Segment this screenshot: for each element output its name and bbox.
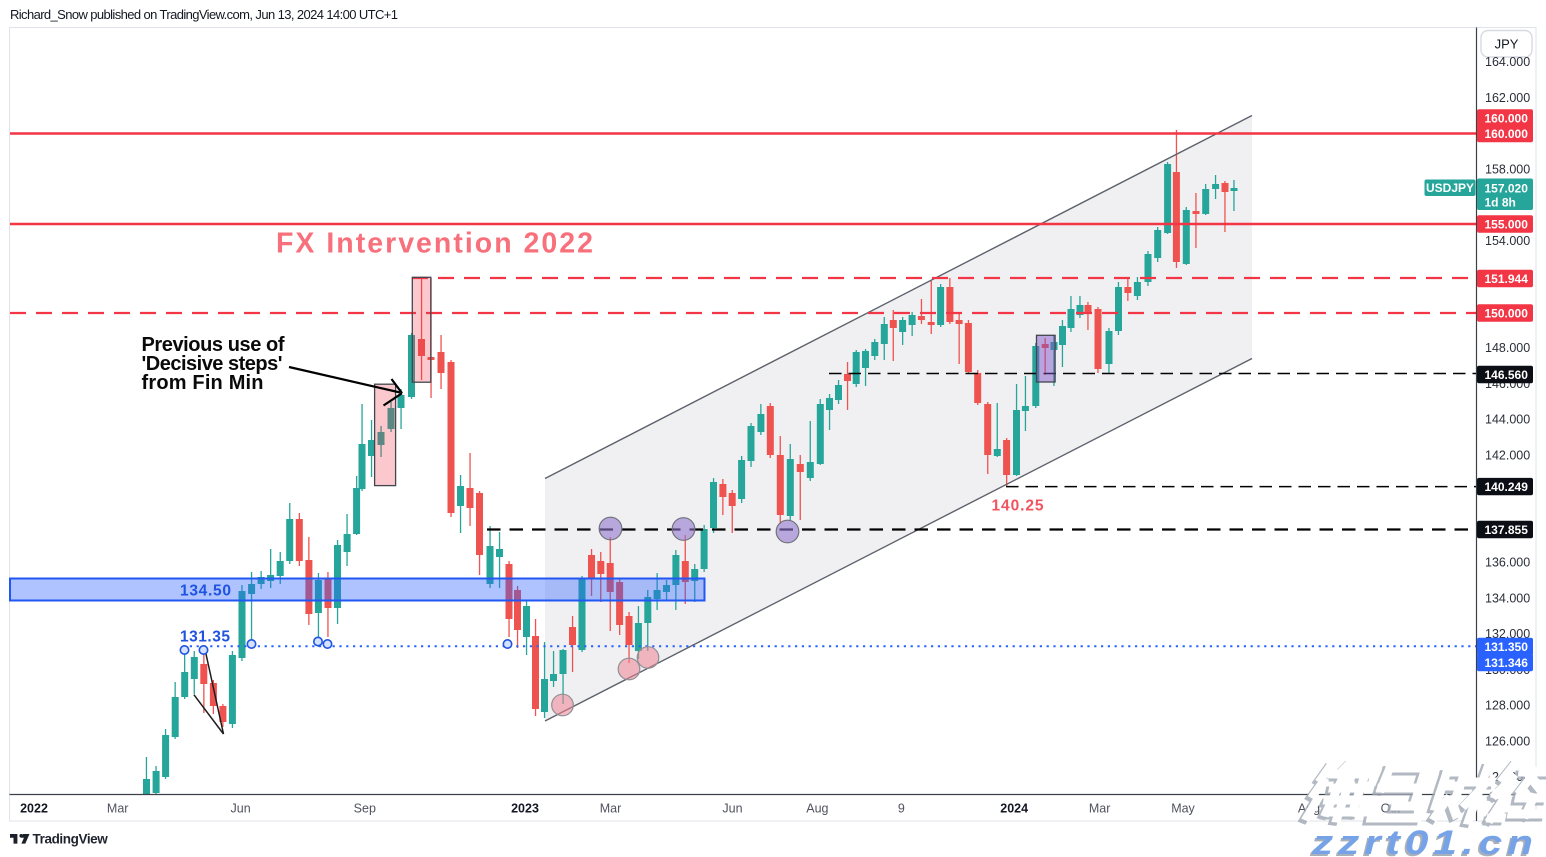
svg-text:2023: 2023 bbox=[511, 802, 539, 816]
svg-text:164.000: 164.000 bbox=[1485, 55, 1530, 69]
svg-text:Sep: Sep bbox=[354, 802, 376, 816]
svg-text:Jun: Jun bbox=[231, 802, 251, 816]
svg-text:2022: 2022 bbox=[20, 802, 48, 816]
svg-text:157.020: 157.020 bbox=[1485, 182, 1529, 196]
svg-text:Mar: Mar bbox=[107, 802, 129, 816]
svg-text:'Decisive steps': 'Decisive steps' bbox=[142, 353, 283, 375]
svg-text:USDJPY: USDJPY bbox=[1426, 181, 1474, 195]
svg-text:151.944: 151.944 bbox=[1485, 272, 1529, 286]
svg-text:from Fin Min: from Fin Min bbox=[142, 372, 264, 394]
svg-text:131.350: 131.350 bbox=[1485, 640, 1529, 654]
svg-text:JPY: JPY bbox=[1495, 37, 1519, 52]
svg-text:150.000: 150.000 bbox=[1485, 306, 1529, 320]
svg-text:May: May bbox=[1171, 802, 1195, 816]
svg-text:zzrt01.cn: zzrt01.cn bbox=[1309, 826, 1536, 857]
svg-text:9: 9 bbox=[898, 802, 905, 816]
svg-text:160.000: 160.000 bbox=[1485, 127, 1529, 141]
svg-text:144.000: 144.000 bbox=[1485, 413, 1530, 427]
svg-text:160.000: 160.000 bbox=[1485, 111, 1529, 125]
svg-text:131.346: 131.346 bbox=[1485, 656, 1529, 670]
svg-text:TradingView: TradingView bbox=[33, 832, 109, 847]
svg-text:zzrt01.cn: zzrt01.cn bbox=[1311, 824, 1538, 857]
svg-text:Aug: Aug bbox=[806, 802, 828, 816]
svg-text:128.000: 128.000 bbox=[1485, 699, 1530, 713]
svg-text:137.855: 137.855 bbox=[1485, 523, 1529, 537]
svg-text:Richard_Snow published on Trad: Richard_Snow published on TradingView.co… bbox=[10, 7, 398, 22]
svg-text:Mar: Mar bbox=[600, 802, 622, 816]
svg-text:134.000: 134.000 bbox=[1485, 591, 1530, 605]
svg-text:140.25: 140.25 bbox=[992, 498, 1044, 515]
svg-text:Mar: Mar bbox=[1089, 802, 1111, 816]
svg-text:Previous use of: Previous use of bbox=[142, 334, 285, 356]
svg-text:2024: 2024 bbox=[1000, 802, 1028, 816]
svg-text:126.000: 126.000 bbox=[1485, 734, 1530, 748]
svg-text:158.000: 158.000 bbox=[1485, 163, 1530, 177]
svg-text:Jun: Jun bbox=[722, 802, 742, 816]
svg-text:FX Intervention 2022: FX Intervention 2022 bbox=[276, 228, 593, 260]
svg-text:140.249: 140.249 bbox=[1485, 480, 1529, 494]
svg-text:155.000: 155.000 bbox=[1485, 217, 1529, 231]
svg-text:132.000: 132.000 bbox=[1485, 627, 1530, 641]
svg-text:134.50: 134.50 bbox=[180, 583, 231, 600]
svg-text:1d 8h: 1d 8h bbox=[1485, 196, 1516, 210]
svg-text:148.000: 148.000 bbox=[1485, 341, 1530, 355]
svg-text:154.000: 154.000 bbox=[1485, 234, 1530, 248]
svg-text:131.35: 131.35 bbox=[180, 629, 230, 646]
svg-text:142.000: 142.000 bbox=[1485, 448, 1530, 462]
svg-text:162.000: 162.000 bbox=[1485, 91, 1530, 105]
svg-text:136.000: 136.000 bbox=[1485, 556, 1530, 570]
svg-text:146.560: 146.560 bbox=[1485, 368, 1529, 382]
